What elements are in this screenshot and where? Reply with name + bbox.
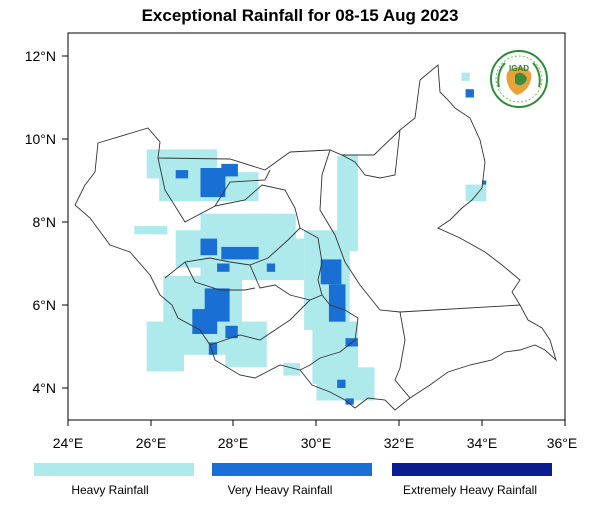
rainfall-cell-very-heavy (200, 238, 218, 256)
x-tick-label: 32°E (384, 435, 415, 451)
legend-label-heavy: Heavy Rainfall (71, 483, 149, 497)
map-title: Exceptional Rainfall for 08-15 Aug 2023 (141, 6, 459, 25)
legend-label-extreme: Extremely Heavy Rainfall (402, 483, 538, 497)
x-tick-label: 28°E (218, 435, 249, 451)
state-boundary-6 (299, 227, 323, 296)
rainfall-cell-heavy (465, 184, 487, 202)
legend-swatch-extreme (392, 463, 552, 476)
country-boundaries (74, 64, 557, 411)
logo-text: IGAD (509, 64, 529, 73)
rainfall-cell-heavy (283, 363, 300, 376)
rainfall-cell-very-heavy (465, 89, 474, 98)
rainfall-cell-very-heavy (175, 170, 189, 179)
legend-swatch-very-heavy (212, 463, 372, 476)
x-tick-label: 36°E (547, 435, 578, 451)
state-boundary-3 (319, 149, 521, 313)
rainfall-cell-heavy (337, 155, 358, 251)
rainfall-cell-heavy (461, 72, 470, 81)
axis-ticks (62, 55, 566, 426)
x-tick-label: 30°E (301, 435, 332, 451)
rainfall-cell-very-heavy (320, 259, 342, 285)
y-tick-label: 6°N (33, 297, 57, 313)
rainfall-cell-very-heavy (217, 263, 230, 272)
rainfall-cell-very-heavy (337, 379, 346, 388)
y-tick-label: 10°N (25, 131, 56, 147)
state-boundary-7 (184, 261, 256, 291)
legend-swatch-heavy (34, 463, 194, 476)
x-tick-label: 26°E (136, 435, 167, 451)
rainfall-cell-very-heavy (221, 163, 238, 177)
state-boundary-9 (394, 311, 411, 399)
laurel-icon (497, 62, 506, 88)
rainfall-cell-heavy (146, 321, 184, 372)
rainfall-cell-very-heavy (192, 309, 218, 334)
state-boundary-11 (209, 299, 311, 346)
state-boundary-8 (299, 317, 359, 371)
rainfall-cell-very-heavy (328, 284, 346, 322)
state-boundary-4 (164, 227, 301, 279)
rainfall-cell-very-heavy (225, 325, 238, 339)
south-sudan-outline (74, 64, 557, 411)
rainfall-cell-heavy (134, 226, 168, 235)
state-boundary-10 (341, 129, 401, 179)
rainfall-cell-very-heavy (208, 342, 218, 355)
rainfall-cell-very-heavy (482, 180, 487, 185)
igad-logo: IGAD (490, 50, 548, 108)
state-boundary-2 (214, 184, 301, 229)
rainfall-cell-heavy (254, 238, 305, 281)
legend-label-very-heavy: Very Heavy Rainfall (227, 483, 333, 497)
rainfall-layer (134, 72, 487, 405)
rainfall-cell-very-heavy (221, 246, 259, 260)
x-tick-label: 24°E (53, 435, 84, 451)
rainfall-cell-very-heavy (266, 263, 276, 272)
rainfall-cell-very-heavy (345, 398, 354, 405)
x-tick-label: 34°E (467, 435, 498, 451)
y-tick-label: 12°N (25, 48, 56, 64)
y-tick-label: 4°N (33, 380, 57, 396)
y-tick-label: 8°N (33, 214, 57, 230)
rainfall-cell-very-heavy (200, 168, 226, 198)
